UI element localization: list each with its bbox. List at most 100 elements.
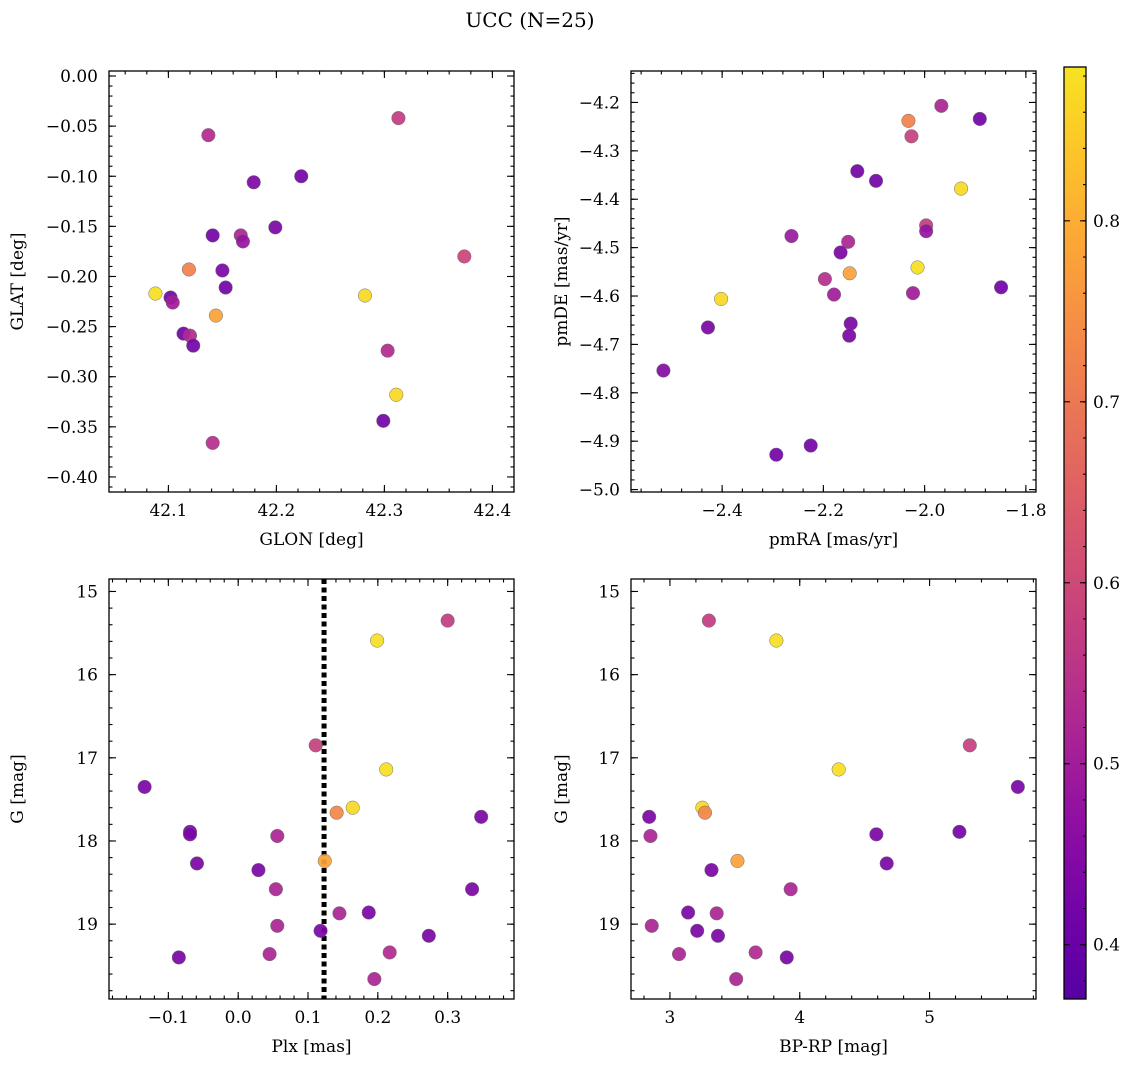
- y-tick-label: −4.2: [579, 93, 620, 113]
- data-point: [879, 856, 894, 871]
- y-tick-label: −4.3: [579, 142, 620, 162]
- colorbar-tick-label: 0.8: [1093, 212, 1120, 232]
- data-point: [869, 827, 884, 842]
- data-point: [783, 882, 798, 897]
- y-tick-label: 16: [598, 666, 620, 686]
- data-point: [842, 328, 857, 343]
- x-tick-label: 4: [794, 1008, 805, 1028]
- data-point: [380, 343, 395, 358]
- y-tick-label: −4.6: [579, 287, 620, 307]
- data-point: [382, 945, 397, 960]
- y-tick-label: −4.8: [579, 384, 620, 404]
- y-tick-label: 16: [76, 666, 98, 686]
- data-point: [868, 173, 884, 188]
- data-point: [643, 828, 658, 844]
- data-point: [769, 633, 784, 648]
- data-point: [317, 853, 332, 868]
- colorbar-frame: [1063, 66, 1087, 1000]
- data-point: [690, 923, 705, 938]
- data-point: [709, 906, 724, 921]
- x-tick-label: 42.4: [473, 501, 511, 521]
- data-point: [701, 613, 716, 628]
- data-point: [656, 363, 671, 378]
- data-point: [841, 234, 856, 249]
- data-point: [148, 286, 163, 301]
- colorbar: 0.4 0.5 0.6 0.7 0.8: [1063, 66, 1120, 1000]
- y-tick-label: −4.5: [579, 239, 620, 259]
- x-tick-label: 5: [924, 1008, 935, 1028]
- points: [137, 613, 489, 987]
- y-tick-label: −0.40: [46, 468, 98, 488]
- data-point: [182, 827, 198, 842]
- colorbar-tick-label: 0.6: [1093, 574, 1120, 594]
- data-point: [850, 164, 865, 179]
- data-point: [208, 308, 223, 323]
- panel-bprp-g: 3 4 5 15 16 17 18 19 BP-RP [mag] G [mag]: [552, 578, 1037, 1057]
- y-tick-label: −0.15: [46, 217, 98, 237]
- data-point: [779, 950, 794, 965]
- data-point: [251, 863, 266, 878]
- data-point: [389, 387, 404, 402]
- data-point: [803, 438, 818, 453]
- data-point: [919, 224, 934, 239]
- data-point: [457, 249, 472, 264]
- x-axis-label: Plx [mas]: [271, 1037, 351, 1057]
- x-axis-label: GLON [deg]: [259, 530, 363, 550]
- colorbar-tick-label: 0.7: [1093, 393, 1120, 413]
- data-point: [367, 971, 382, 987]
- data-point: [268, 882, 283, 897]
- y-axis-label: pmDE [mas/yr]: [552, 216, 572, 346]
- data-point: [671, 947, 687, 962]
- x-tick-label: −2.4: [701, 501, 742, 521]
- data-point: [729, 971, 744, 987]
- data-point: [769, 447, 784, 462]
- data-point: [730, 853, 745, 868]
- y-tick-label: −4.9: [579, 432, 620, 452]
- x-tick-label: 0.3: [434, 1008, 461, 1028]
- x-tick-label: 0.1: [294, 1008, 321, 1028]
- data-point: [994, 280, 1009, 295]
- panel-glon-glat: 42.1 42.2 42.3 42.4 0.00 −0.05 −0.10 −0.15 −0.20…: [8, 67, 515, 550]
- data-point: [962, 738, 977, 753]
- figure-title: UCC (N=25): [465, 8, 594, 32]
- plot-frame: [630, 70, 1037, 493]
- data-point: [205, 228, 220, 243]
- data-point: [954, 181, 969, 196]
- data-point: [465, 882, 480, 897]
- data-point: [171, 950, 186, 965]
- x-tick-label: 0.2: [364, 1008, 391, 1028]
- data-point: [165, 295, 180, 310]
- data-point: [262, 947, 277, 962]
- points: [656, 98, 1009, 462]
- data-point: [700, 320, 716, 335]
- y-tick-label: −0.25: [46, 318, 98, 338]
- y-tick-label: 19: [598, 915, 620, 935]
- data-point: [681, 905, 696, 920]
- y-tick-label: 17: [598, 749, 620, 769]
- data-point: [379, 762, 394, 777]
- plot-frame: [108, 70, 515, 493]
- data-point: [910, 260, 925, 275]
- data-point: [901, 113, 916, 128]
- panel-pmra-pmde: −2.4 −2.2 −2.0 −1.8 −4.2 −4.3 −4.4 −4.5 −4.6 −4.7…: [552, 70, 1047, 550]
- data-point: [704, 863, 719, 878]
- data-point: [186, 338, 201, 353]
- data-point: [831, 762, 846, 777]
- y-axis-label: GLAT [deg]: [8, 232, 28, 330]
- x-tick-label: 42.3: [365, 501, 403, 521]
- x-tick-label: −2.0: [904, 501, 945, 521]
- data-point: [370, 633, 385, 648]
- data-point: [294, 169, 309, 184]
- x-tick-label: −0.1: [148, 1008, 189, 1028]
- y-tick-label: 18: [598, 832, 620, 852]
- data-point: [714, 291, 729, 306]
- colorbar-tick-label: 0.4: [1093, 936, 1120, 956]
- data-point: [952, 824, 967, 839]
- y-tick-label: −4.7: [579, 335, 620, 355]
- y-tick-label: −0.30: [46, 368, 98, 388]
- data-point: [642, 809, 657, 824]
- data-point: [270, 918, 285, 933]
- data-point: [137, 779, 152, 794]
- y-tick-label: −0.20: [46, 267, 98, 287]
- data-point: [826, 287, 842, 302]
